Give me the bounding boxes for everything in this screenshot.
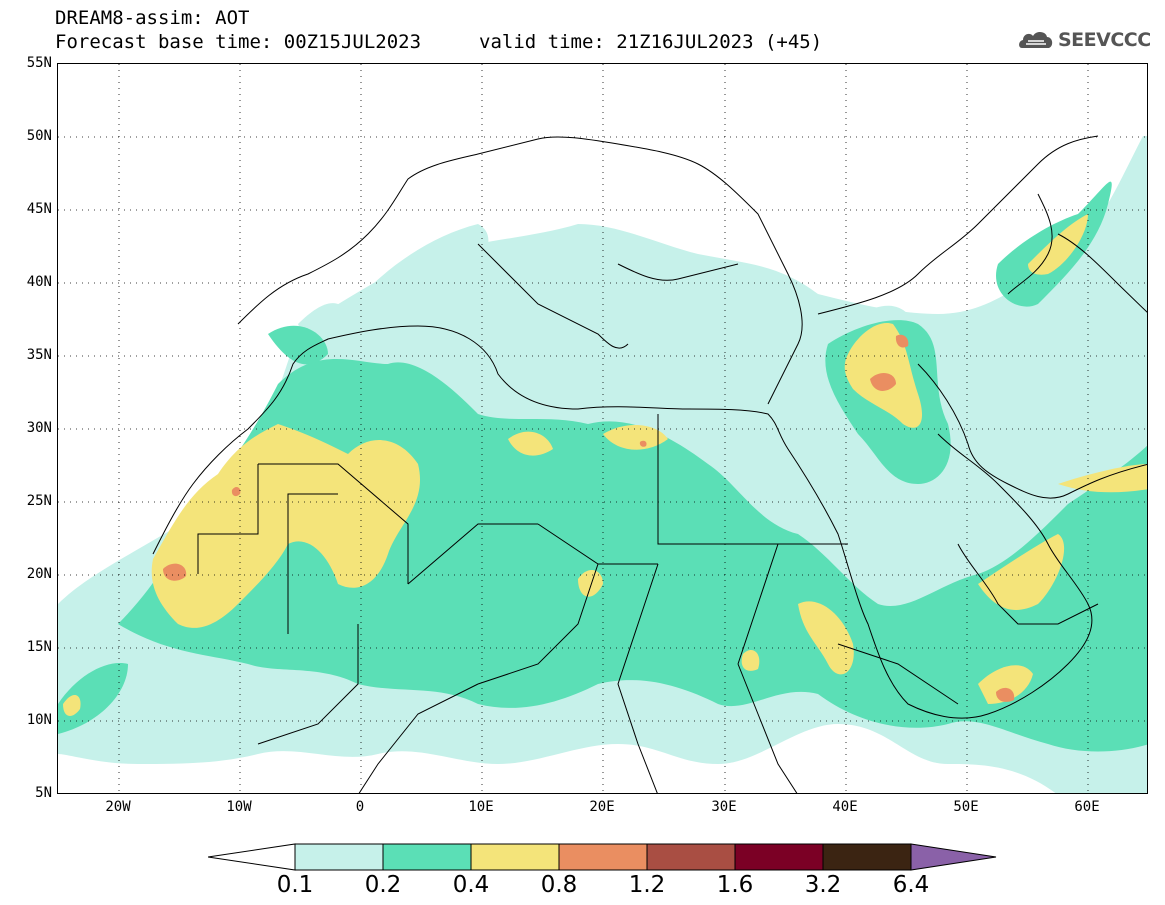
lat-label: 10N [26, 712, 52, 728]
lat-label: 40N [26, 274, 52, 290]
lon-label: 20W [105, 799, 131, 815]
lon-label: 10E [468, 799, 494, 815]
colorbar-label: 0.2 [364, 872, 402, 898]
aot-map [57, 63, 1148, 794]
lon-label: 20E [589, 799, 615, 815]
lat-label: 5N [35, 785, 52, 801]
lon-label: 10W [226, 799, 252, 815]
colorbar-label: 1.2 [628, 872, 666, 898]
colorbar-label: 0.1 [276, 872, 314, 898]
lon-label: 40E [832, 799, 858, 815]
lat-label: 50N [26, 128, 52, 144]
colorbar-label: 0.8 [540, 872, 578, 898]
lat-label: 20N [26, 566, 52, 582]
cloud-icon [1019, 31, 1053, 48]
aot-band-0.4 [63, 214, 1147, 716]
forecast-base-time: Forecast base time: 00Z15JUL2023 [55, 31, 422, 53]
map-title: DREAM8-assim: AOT [55, 7, 250, 29]
seevccc-logo-text: SEEVCCC [1058, 29, 1151, 51]
lat-label: 25N [26, 493, 52, 509]
colorbar-label: 6.4 [892, 872, 930, 898]
lon-label: 30E [711, 799, 737, 815]
lat-label: 30N [26, 420, 52, 436]
lon-label: 50E [953, 799, 979, 815]
lon-label: 60E [1074, 799, 1100, 815]
valid-time: valid time: 21Z16JUL2023 (+45) [479, 31, 823, 53]
colorbar-label: 1.6 [716, 872, 754, 898]
colorbar-label: 3.2 [804, 872, 842, 898]
lat-label: 15N [26, 639, 52, 655]
colorbar-label: 0.4 [452, 872, 490, 898]
aot-colorbar [208, 843, 997, 871]
lat-label: 45N [26, 201, 52, 217]
lon-label: 0 [355, 799, 365, 815]
lat-label: 55N [26, 55, 52, 71]
lat-label: 35N [26, 347, 52, 363]
coastlines [152, 135, 1147, 793]
aot-band-0.8 [163, 334, 1015, 702]
